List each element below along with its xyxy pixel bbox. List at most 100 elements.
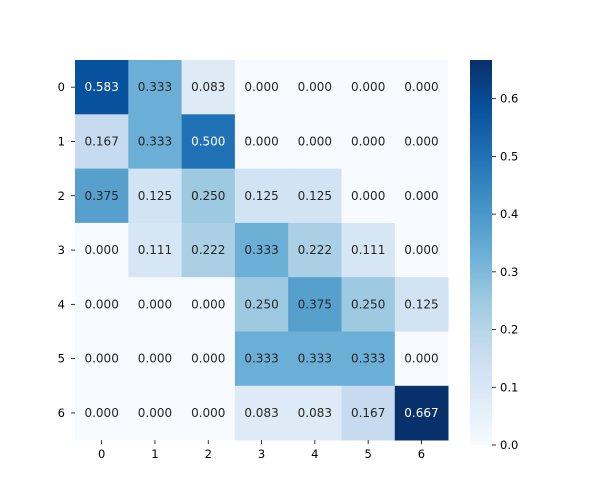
cell-value-label-0-5: 0.000 [351,80,385,94]
heatmap-cell-2-2 [181,168,236,224]
heatmap-cell-3-3 [234,222,289,278]
heatmap-cell-4-2 [181,277,236,332]
colorbar-tick-label-1: 0.1 [500,380,518,394]
heatmap-cell-3-6 [394,222,449,278]
cell-value-label-6-4: 0.083 [298,406,332,420]
cell-value-label-4-6: 0.125 [404,297,438,311]
cell-value-label-3-0: 0.000 [84,243,118,257]
heatmap-cell-0-4 [288,60,342,115]
x-tick-label-6: 6 [418,447,425,461]
heatmap-cell-0-5 [341,60,396,115]
cell-value-label-4-2: 0.000 [191,297,225,311]
cell-value-label-2-6: 0.000 [404,189,438,203]
heatmap-cell-1-3 [234,114,289,169]
cell-value-label-1-0: 0.167 [84,134,118,148]
x-axis: 0 1 2 3 4 5 6 [98,440,425,461]
heatmap-cell-1-1 [128,114,182,169]
heatmap-cell-5-5 [341,331,396,387]
heatmap-cell-3-1 [128,222,182,278]
cell-value-label-4-4: 0.375 [298,297,332,311]
y-tick-label-6: 6 [58,406,65,420]
heatmap-cell-6-6 [394,385,449,441]
heatmap-cell-1-0 [75,114,129,169]
x-tick-label-1: 1 [151,447,158,461]
cell-value-label-3-1: 0.111 [138,243,172,257]
cell-value-label-5-2: 0.000 [191,352,225,366]
cell-value-label-3-3: 0.333 [244,243,278,257]
cell-value-label-3-4: 0.222 [298,243,332,257]
y-tick-label-1: 1 [58,134,65,148]
y-tick-label-2: 2 [58,189,65,203]
cell-value-label-0-0: 0.583 [84,80,118,94]
heatmap-cell-4-0 [75,277,129,332]
heatmap-cell-1-4 [288,114,342,169]
cell-value-label-6-0: 0.000 [84,406,118,420]
cell-value-label-2-5: 0.000 [351,189,385,203]
x-tick-label-3: 3 [258,447,265,461]
heatmap-cell-2-1 [128,168,182,224]
cell-value-label-6-3: 0.083 [244,406,278,420]
heatmap-cell-2-5 [341,168,396,224]
cell-value-label-4-1: 0.000 [138,297,172,311]
heatmap-cell-3-4 [288,222,342,278]
x-tick-label-0: 0 [98,447,105,461]
cell-value-label-5-0: 0.000 [84,352,118,366]
heatmap-cell-2-6 [394,168,449,224]
cell-value-label-2-2: 0.250 [191,189,225,203]
cell-value-label-0-2: 0.083 [191,80,225,94]
heatmap-cell-6-1 [128,385,182,441]
colorbar-tick-label-0: 0.0 [500,438,518,452]
y-axis: 0 1 2 3 4 5 6 [58,80,75,420]
x-tick-label-2: 2 [205,447,212,461]
heatmap-cell-4-1 [128,277,182,332]
heatmap-cell-3-5 [341,222,396,278]
heatmap-cell-5-3 [234,331,289,387]
cell-value-label-3-5: 0.111 [351,243,385,257]
colorbar-axis: 0.0 0.1 0.2 0.3 0.4 0.5 0.6 [492,92,518,452]
x-tick-label-4: 4 [311,447,318,461]
cell-value-label-6-6: 0.667 [404,406,438,420]
x-tick-label-5: 5 [364,447,371,461]
cell-value-label-0-1: 0.333 [138,80,172,94]
cell-value-label-6-1: 0.000 [138,406,172,420]
cell-value-label-1-3: 0.000 [244,134,278,148]
cell-value-label-5-1: 0.000 [138,352,172,366]
cell-value-label-2-0: 0.375 [84,189,118,203]
heatmap-cell-3-2 [181,222,236,278]
heatmap-cell-1-2 [181,114,236,169]
cell-value-label-5-5: 0.333 [351,352,385,366]
y-tick-label-4: 4 [58,297,65,311]
cell-value-label-5-6: 0.000 [404,352,438,366]
heatmap-cell-4-6 [394,277,449,332]
heatmap-cell-4-5 [341,277,396,332]
cell-value-label-1-4: 0.000 [298,134,332,148]
cell-value-label-1-5: 0.000 [351,134,385,148]
cell-value-label-6-5: 0.167 [351,406,385,420]
heatmap-cell-6-5 [341,385,396,441]
cell-value-label-3-6: 0.000 [404,243,438,257]
heatmap-cell-5-4 [288,331,342,387]
cell-value-label-1-6: 0.000 [404,134,438,148]
heatmap-cell-5-2 [181,331,236,387]
colorbar-tick-label-4: 0.4 [500,207,518,221]
heatmap-cell-0-3 [234,60,289,115]
heatmap-cell-2-4 [288,168,342,224]
colorbar-tick-label-6: 0.6 [500,92,518,106]
cell-value-label-0-3: 0.000 [244,80,278,94]
heatmap-cells: 0.583 0.333 0.083 0.000 0.000 0.000 0.000 0.167… [75,60,449,441]
y-tick-label-0: 0 [58,80,65,94]
cell-value-label-0-6: 0.000 [404,80,438,94]
colorbar-tick-label-2: 0.2 [500,323,518,337]
heatmap-cell-4-4 [288,277,342,332]
heatmap-cell-4-3 [234,277,289,332]
cell-value-label-4-3: 0.250 [244,297,278,311]
cell-value-label-0-4: 0.000 [298,80,332,94]
cell-value-label-1-2: 0.500 [191,134,225,148]
heatmap-cell-1-5 [341,114,396,169]
heatmap-cell-1-6 [394,114,449,169]
colorbar-tick-label-5: 0.5 [500,149,518,163]
heatmap-cell-6-0 [75,385,129,441]
cell-value-label-4-0: 0.000 [84,297,118,311]
heatmap-cell-6-3 [234,385,289,441]
y-tick-label-5: 5 [58,352,65,366]
